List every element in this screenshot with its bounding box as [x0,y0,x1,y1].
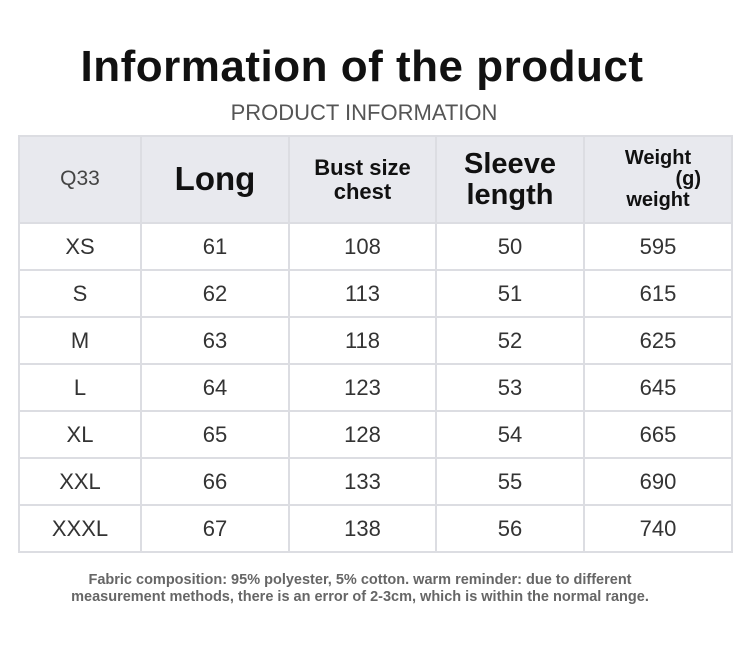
header-text: length [466,178,554,211]
table-cell: 615 [583,269,733,318]
header-cell: Weight (g) weight [583,135,733,224]
table-cell: 128 [288,410,437,459]
header-text: (g) [675,168,701,190]
subtitle: PRODUCT INFORMATION [230,100,498,125]
table-row: XL 65 128 54 665 [18,410,733,459]
header-cell: Long [140,135,290,224]
header-text: chest [333,178,392,204]
table-cell: 645 [583,363,733,412]
table-cell: 50 [435,222,585,271]
header-cell: Q33 [18,135,142,224]
table-row: XXXL 67 138 56 740 [18,504,733,553]
table-cell: XL [18,410,142,459]
table-cell: 690 [583,457,733,506]
table-row: M 63 118 52 625 [18,316,733,365]
table-cell: 66 [140,457,290,506]
table-cell: 53 [435,363,585,412]
table-cell: 61 [140,222,290,271]
header-cell: Bust size chest [288,135,437,224]
size-table: Q33 Long Bust size chest Sleeve length Weight(… [18,135,733,553]
table-row: XS 61 108 50 595 [18,222,733,271]
table-cell: L [18,363,142,412]
table-cell: 138 [288,504,437,553]
table-cell: 740 [583,504,733,553]
table-cell: 62 [140,269,290,318]
table-cell: 67 [140,504,290,553]
table-cell: 108 [288,222,437,271]
table-row: S 62 113 51 615 [18,269,733,318]
table-body: XS 61 108 50 595 S 62 113 51 615 M 63 118 52 625 L 64 123… [18,222,733,553]
table-cell: XS [18,222,142,271]
title: Information of the product [80,42,644,91]
table-cell: 65 [140,410,290,459]
table-row: XXL 66 133 55 690 [18,457,733,506]
table-cell: S [18,269,142,318]
footer-line: measurement methods, there is an error o… [71,589,649,605]
table-cell: 63 [140,316,290,365]
table-cell: 64 [140,363,290,412]
table-cell: XXL [18,457,142,506]
header-text: Weight [624,147,692,169]
table-cell: M [18,316,142,365]
table-cell: 113 [288,269,437,318]
table-row: L 64 123 53 645 [18,363,733,412]
table-cell: 665 [583,410,733,459]
header-text: weight [626,189,690,211]
table-cell: 51 [435,269,585,318]
table-cell: 118 [288,316,437,365]
table-cell: 595 [583,222,733,271]
table-cell: 54 [435,410,585,459]
table-cell: 123 [288,363,437,412]
table-cell: 55 [435,457,585,506]
table-cell: 625 [583,316,733,365]
table-head: Q33 Long Bust size chest Sleeve length Weight(… [18,135,733,224]
header-cell: Sleeve length [435,135,585,224]
table-cell: 133 [288,457,437,506]
header-text: Sleeve [464,148,556,181]
table-cell: 56 [435,504,585,553]
table-cell: XXXL [18,504,142,553]
header-row: Q33 Long Bust size chest Sleeve length Weight(… [18,135,733,224]
header-text: Long [174,160,256,198]
header-text: Q33 [60,167,100,191]
table-cell: 52 [435,316,585,365]
footer: Fabric composition: 95% polyester, 5% co… [0,572,720,606]
footer-line: Fabric composition: 95% polyester, 5% co… [88,572,632,588]
header-text: Bust size [314,155,411,181]
